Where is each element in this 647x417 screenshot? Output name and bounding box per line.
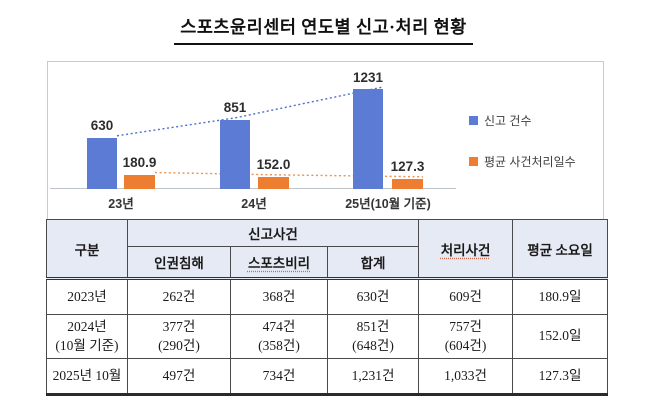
bar-value-label: 1231 [352, 69, 384, 85]
report-count-bar [87, 137, 117, 189]
bar-value-label: 630 [90, 118, 114, 134]
title-area: 스포츠윤리센터 연도별 신고·처리 현황 [0, 14, 647, 45]
legend-item-report-count: 신고 건수 [469, 112, 576, 129]
x-axis-line [50, 188, 456, 189]
chart-legend: 신고 건수 평균 사건처리일수 [469, 112, 576, 194]
cell-processed: 609건 [418, 278, 514, 315]
table-header: 구분 신고사건 처리사건 평균 소요일 인권침해 스포츠비리 합계 [46, 219, 609, 280]
page-title: 스포츠윤리센터 연도별 신고·처리 현황 [174, 14, 473, 45]
cell-sports-corruption: 474건 (358건) [230, 314, 328, 359]
legend-item-avg-days: 평균 사건처리일수 [469, 153, 576, 170]
cell-period: 2024년 (10월 기준) [46, 314, 128, 359]
cell-human-rights: 497건 [127, 358, 231, 396]
cell-human-rights: 262건 [127, 278, 231, 315]
avg-days-bar [258, 176, 289, 189]
report-count-bar [220, 119, 250, 189]
legend-swatch-blue-icon [469, 116, 478, 125]
legend-label-report-count: 신고 건수 [484, 114, 532, 128]
table-row-2023: 2023년 262건 368건 630건 609건 180.9일 [46, 278, 609, 315]
cell-period: 2025년 10월 [46, 358, 128, 396]
cell-avg-days: 152.0일 [512, 314, 609, 359]
bar-value-label: 851 [223, 100, 247, 116]
bar-value-label: 127.3 [390, 159, 425, 175]
cell-avg-days: 127.3일 [512, 358, 609, 396]
col-header-human-rights: 인권침해 [127, 246, 231, 280]
cell-processed: 757건 (604건) [418, 314, 514, 359]
x-axis-label-2025: 25년(10월 기준) [345, 197, 431, 211]
cell-avg-days: 180.9일 [512, 278, 609, 315]
summary-table: 구분 신고사건 처리사건 평균 소요일 인권침해 스포츠비리 합계 2023년 … [46, 219, 609, 396]
bar-value-label: 152.0 [256, 157, 291, 173]
legend-label-avg-days: 평균 사건처리일수 [484, 155, 576, 169]
col-header-group: 구분 [46, 219, 128, 280]
x-axis-label-2023: 23년 [108, 197, 134, 211]
cell-period: 2023년 [46, 278, 128, 315]
cell-sports-corruption: 368건 [230, 278, 328, 315]
cell-human-rights: 377건 (290건) [127, 314, 231, 359]
avg-days-bar [392, 178, 423, 189]
bar-value-label: 180.9 [122, 155, 157, 170]
table-header-row-2: 인권침해 스포츠비리 합계 [47, 246, 608, 280]
report-count-bar [353, 89, 383, 189]
table-body: 2023년 262건 368건 630건 609건 180.9일 2024년 (… [46, 278, 609, 396]
cell-total: 1,231건 [326, 358, 420, 396]
cell-sports-corruption: 734건 [230, 358, 328, 396]
cell-total: 630건 [326, 278, 420, 315]
table-row-2024: 2024년 (10월 기준) 377건 (290건) 474건 (358건) 8… [46, 314, 609, 359]
col-header-avg-days: 평균 소요일 [512, 219, 609, 280]
col-header-report-cases: 신고사건 [126, 219, 420, 247]
cell-processed: 1,033건 [418, 358, 514, 396]
legend-swatch-orange-icon [469, 157, 478, 166]
x-axis-label-2024: 24년 [241, 197, 267, 211]
avg-days-bar [124, 174, 155, 189]
report-count-trendline [116, 86, 384, 137]
col-header-processed: 처리사건 [418, 219, 514, 280]
col-header-total: 합계 [326, 246, 420, 280]
bar-chart: 23년 24년 25년(10월 기준) 630 851 1231 180.9 152.0… [47, 61, 604, 220]
table-row-2025: 2025년 10월 497건 734건 1,231건 1,033건 127.3일 [46, 358, 609, 396]
col-header-sports-corruption: 스포츠비리 [230, 246, 328, 280]
chart-plot: 23년 24년 25년(10월 기준) 630 851 1231 180.9 152.0… [48, 62, 603, 219]
table-header-row-1: 구분 신고사건 처리사건 평균 소요일 [46, 219, 609, 280]
cell-total: 851건 (648건) [326, 314, 420, 359]
